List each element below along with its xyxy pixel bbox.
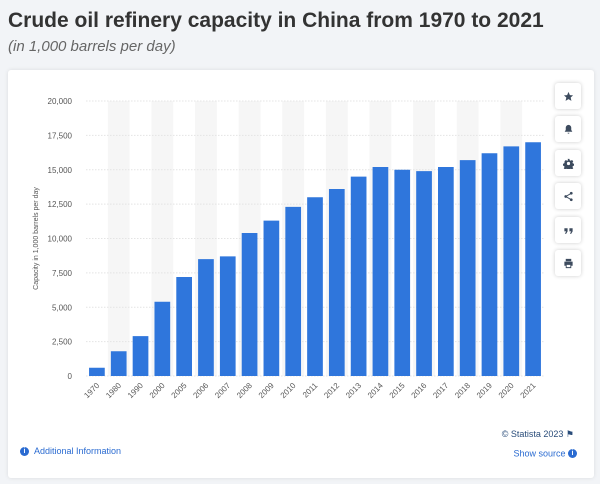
bar[interactable] bbox=[154, 301, 171, 376]
x-tick-label: 1990 bbox=[126, 381, 145, 400]
y-tick-label: 2,500 bbox=[52, 338, 73, 347]
y-tick-label: 5,000 bbox=[52, 303, 73, 312]
x-tick-label: 2021 bbox=[519, 381, 538, 400]
flag-icon: ⚑ bbox=[565, 429, 574, 439]
x-tick-label: 2009 bbox=[257, 381, 276, 400]
bar-chart: 0 2,500 5,000 7,500 10,000 12,500 15,000 17,500… bbox=[33, 97, 544, 400]
bar[interactable] bbox=[328, 189, 345, 376]
x-tick-label: 2010 bbox=[279, 381, 298, 400]
favorite-button[interactable] bbox=[555, 83, 581, 109]
bar[interactable] bbox=[241, 233, 258, 376]
x-tick-label: 2011 bbox=[301, 381, 320, 400]
bar[interactable] bbox=[219, 256, 236, 376]
show-source-label: Show source bbox=[513, 448, 566, 459]
bar[interactable] bbox=[176, 277, 192, 376]
info-icon: i bbox=[568, 449, 577, 459]
bar[interactable] bbox=[89, 367, 105, 376]
bar[interactable] bbox=[198, 259, 214, 376]
bar[interactable] bbox=[459, 160, 476, 376]
bar[interactable] bbox=[110, 351, 127, 376]
gear-icon bbox=[562, 158, 574, 169]
x-tick-label: 2016 bbox=[410, 381, 429, 400]
x-tick-label: 2000 bbox=[148, 381, 167, 400]
y-tick-label: 10,000 bbox=[48, 235, 73, 244]
bar[interactable] bbox=[132, 336, 149, 376]
print-icon bbox=[563, 258, 573, 268]
x-tick-label: 2012 bbox=[322, 381, 341, 400]
bar[interactable] bbox=[263, 220, 280, 376]
quote-icon bbox=[563, 227, 573, 234]
bar[interactable] bbox=[372, 167, 389, 376]
bar[interactable] bbox=[438, 167, 454, 376]
page-subtitle: (in 1,000 barrels per day) bbox=[8, 38, 176, 55]
y-tick-label: 12,500 bbox=[48, 200, 73, 209]
y-tick-label: 0 bbox=[68, 372, 73, 381]
bar[interactable] bbox=[350, 176, 367, 376]
notification-button[interactable] bbox=[555, 116, 581, 142]
bar[interactable] bbox=[503, 146, 520, 376]
cite-button[interactable] bbox=[555, 217, 581, 243]
x-tick-label: 2007 bbox=[213, 381, 232, 400]
chart-card: 0 2,500 5,000 7,500 10,000 12,500 15,000 17,500… bbox=[8, 70, 594, 478]
x-tick-label: 2013 bbox=[344, 381, 363, 400]
page-title: Crude oil refinery capacity in China fro… bbox=[8, 9, 544, 32]
y-axis-label: Capacity in 1,000 barrels per day bbox=[33, 187, 40, 290]
x-tick-label: 2018 bbox=[453, 381, 472, 400]
share-icon bbox=[563, 191, 573, 201]
y-tick-label: 15,000 bbox=[48, 166, 73, 175]
bar[interactable] bbox=[307, 197, 323, 376]
bar[interactable] bbox=[525, 142, 541, 376]
x-tick-label: 2017 bbox=[431, 381, 450, 400]
x-tick-label: 2008 bbox=[235, 381, 254, 400]
x-tick-label: 2005 bbox=[170, 381, 189, 400]
print-button[interactable] bbox=[555, 250, 581, 276]
x-tick-label: 1970 bbox=[82, 381, 101, 400]
x-tick-label: 2006 bbox=[191, 381, 210, 400]
credit-text: © Statista 2023 bbox=[501, 429, 564, 439]
x-tick-label: 2014 bbox=[366, 381, 385, 400]
bar[interactable] bbox=[416, 171, 432, 376]
bar[interactable] bbox=[285, 206, 302, 376]
bar[interactable] bbox=[481, 153, 498, 376]
bar[interactable] bbox=[394, 169, 411, 376]
y-tick-label: 20,000 bbox=[48, 97, 73, 106]
bell-icon bbox=[564, 124, 572, 134]
settings-button[interactable] bbox=[555, 150, 581, 176]
x-tick-label: 2019 bbox=[475, 381, 494, 400]
x-tick-label: 1980 bbox=[104, 381, 123, 400]
y-tick-label: 7,500 bbox=[52, 269, 73, 278]
show-source-link[interactable]: Show source i bbox=[8, 447, 577, 460]
additional-information-label: Additional Information bbox=[34, 446, 122, 456]
info-icon: i bbox=[20, 446, 29, 456]
statista-credit[interactable]: © Statista 2023 ⚑ bbox=[8, 428, 574, 440]
share-button[interactable] bbox=[555, 183, 581, 209]
y-tick-label: 17,500 bbox=[48, 131, 73, 140]
x-tick-label: 2020 bbox=[497, 381, 516, 400]
additional-information-link[interactable]: i Additional Information bbox=[20, 445, 121, 457]
star-icon bbox=[563, 91, 573, 101]
x-tick-label: 2015 bbox=[388, 381, 407, 400]
